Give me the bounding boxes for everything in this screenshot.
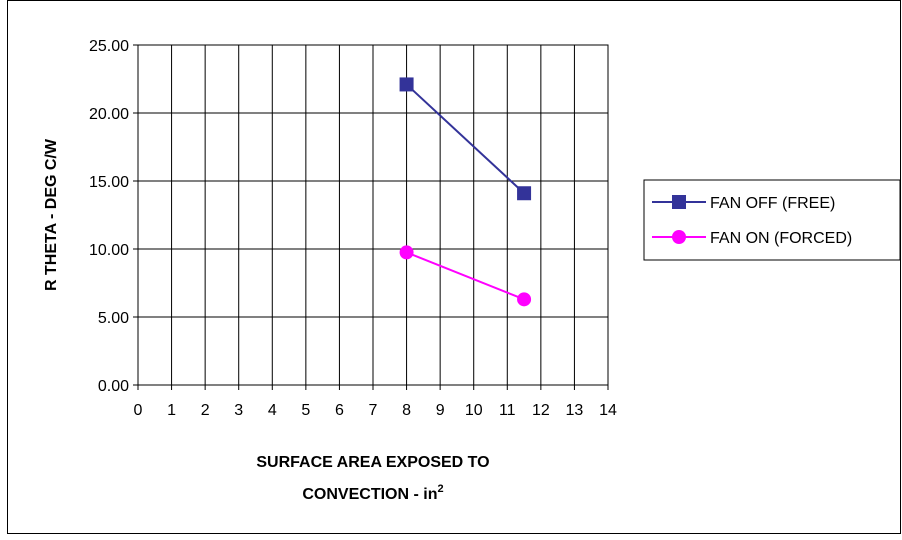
y-tick-label: 15.00	[89, 174, 129, 191]
y-tick-label: 20.00	[89, 106, 129, 123]
x-axis-title-main: CONVECTION - in	[302, 486, 437, 503]
legend-item-fan-on: FAN ON (FORCED)	[652, 230, 852, 247]
x-tick-labels: 0 1 2 3 4 5 6 7 8 9 10 11 12 13 14	[134, 402, 617, 419]
legend-label-fan-on: FAN ON (FORCED)	[710, 230, 852, 247]
x-axis-title-line1: SURFACE AREA EXPOSED TO	[256, 454, 489, 471]
x-tick-label: 10	[465, 402, 483, 419]
x-tick-label: 2	[201, 402, 210, 419]
legend-label-fan-off: FAN OFF (FREE)	[710, 195, 835, 212]
y-tick-label: 25.00	[89, 38, 129, 55]
y-tick-labels: 0.00 5.00 10.00 15.00 20.00 25.00	[89, 38, 129, 395]
series-layer	[399, 77, 532, 307]
x-tick-label: 12	[532, 402, 550, 419]
x-tick-label: 4	[268, 402, 277, 419]
x-tick-label: 14	[599, 402, 617, 419]
x-tick-label: 1	[167, 402, 176, 419]
x-axis-title-line2: CONVECTION - in2	[302, 483, 443, 503]
legend-box	[643, 179, 901, 261]
legend-item-fan-off: FAN OFF (FREE)	[652, 195, 835, 212]
x-tick-label: 6	[335, 402, 344, 419]
axis-ticks	[133, 44, 609, 390]
series-line-fan-on	[406, 251, 525, 301]
legend-marker-fan-on	[672, 230, 686, 244]
data-point-fan-off	[399, 77, 414, 92]
data-point-fan-on	[399, 245, 414, 260]
legend-marker-fan-off	[672, 195, 686, 209]
x-tick-label: 5	[301, 402, 310, 419]
x-tick-label: 7	[369, 402, 378, 419]
x-tick-label: 0	[134, 402, 143, 419]
y-tick-label: 5.00	[98, 310, 129, 327]
x-axis-title-superscript: 2	[437, 483, 443, 495]
x-tick-label: 3	[234, 402, 243, 419]
y-axis-title: R THETA - DEG C/W	[43, 138, 60, 291]
chart-border	[7, 0, 901, 534]
series-line-fan-off	[405, 83, 525, 194]
data-point-fan-on	[517, 292, 532, 307]
x-tick-label: 8	[402, 402, 411, 419]
x-tick-label: 11	[499, 402, 516, 419]
data-point-fan-off	[517, 186, 532, 201]
x-tick-label: 13	[566, 402, 584, 419]
x-tick-label: 9	[436, 402, 445, 419]
y-tick-label: 0.00	[98, 378, 129, 395]
y-tick-label: 10.00	[89, 242, 129, 259]
grid-lines	[138, 45, 608, 385]
